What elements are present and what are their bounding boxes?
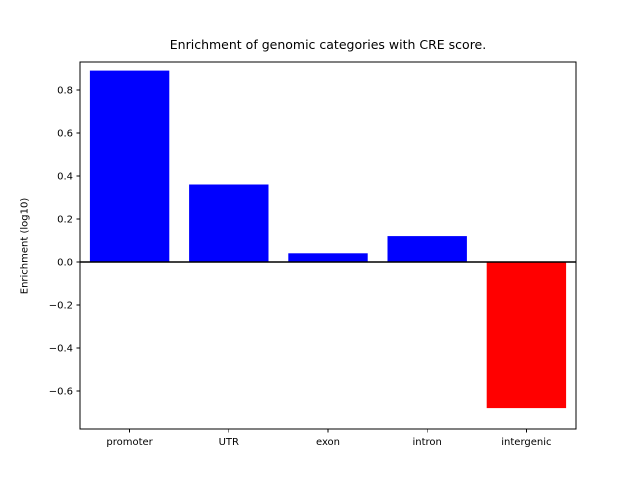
y-tick-label: −0.2 <box>49 300 73 311</box>
x-tick-label-promoter: promoter <box>106 437 153 448</box>
bar-UTR <box>189 184 269 262</box>
bar-intergenic <box>486 261 567 409</box>
bar-promoter <box>89 70 170 262</box>
y-tick-label: 0.2 <box>57 214 73 225</box>
y-tick-label: 0.4 <box>57 171 73 182</box>
chart-title: Enrichment of genomic categories with CR… <box>169 37 487 52</box>
x-tick-label-intergenic: intergenic <box>501 437 551 448</box>
x-tick-label-UTR: UTR <box>219 437 239 448</box>
y-tick-label: 0.8 <box>57 85 73 96</box>
y-tick-label: −0.4 <box>49 343 73 354</box>
x-tick-label-exon: exon <box>316 437 340 448</box>
y-tick-label: 0.6 <box>57 128 73 139</box>
x-tick-label-intron: intron <box>413 437 442 448</box>
bar-exon <box>288 253 368 262</box>
y-tick-label: −0.6 <box>49 386 73 397</box>
y-tick-label: 0.0 <box>57 257 73 268</box>
bar-intron <box>387 236 467 262</box>
